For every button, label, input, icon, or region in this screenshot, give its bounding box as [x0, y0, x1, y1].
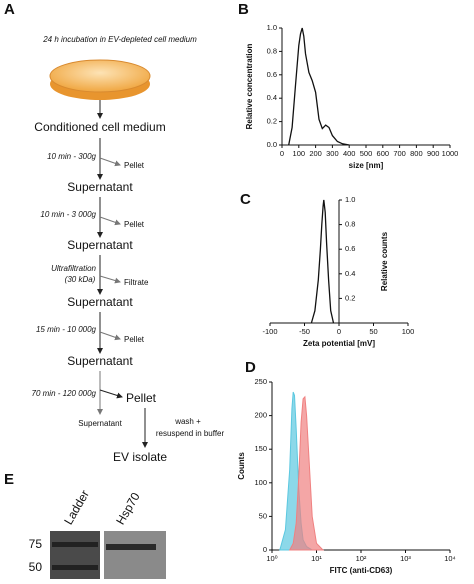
panel-label: E: [4, 471, 14, 488]
y-tick-label: 0.6: [267, 70, 277, 79]
stage: Pellet: [126, 391, 157, 405]
y-tick-label: 0.4: [267, 93, 277, 102]
y-tick-label: 1.0: [267, 23, 277, 32]
panel-label: C: [240, 191, 251, 208]
branch: [99, 216, 121, 226]
arrow: [99, 389, 123, 399]
x-tick-label: 10⁰: [266, 554, 277, 563]
condition: 15 min - 10 000g: [36, 325, 97, 334]
y-tick-label: 200: [254, 411, 267, 420]
x-tick-label: -50: [299, 327, 310, 336]
x-tick-label: 800: [410, 149, 423, 158]
protocol: A 24 h incubation in EV-depleted cell me…: [4, 1, 225, 464]
band: [52, 565, 98, 570]
y-axis-label: Relative counts: [380, 231, 389, 291]
y-tick-label: 0.6: [345, 244, 355, 253]
sample-lane: [104, 531, 166, 579]
y-tick-label: 250: [254, 377, 267, 386]
line: [288, 27, 350, 146]
byproduct: Supernatant: [78, 419, 122, 428]
x-tick-label: 10⁴: [444, 554, 456, 563]
x-axis-label: Zeta potential [mV]: [303, 339, 375, 348]
y-axis-label: Relative concentration: [245, 43, 254, 129]
lane-label: Hsp70: [113, 490, 143, 527]
panel-label: A: [4, 1, 15, 18]
y-tick-label: 50: [259, 511, 267, 520]
lane-label: Ladder: [61, 488, 92, 527]
x-tick-label: 10¹: [311, 554, 322, 563]
area: [288, 395, 325, 551]
stage: EV isolate: [113, 450, 167, 464]
stage: Supernatant: [67, 180, 133, 194]
y-tick-label: 100: [254, 478, 267, 487]
panel-label: D: [245, 359, 256, 376]
branch: [99, 331, 121, 341]
marker-label: 75: [29, 537, 43, 551]
condition: Ultrafiltration: [51, 264, 96, 273]
x-tick-label: 900: [427, 149, 440, 158]
stage: Supernatant: [67, 295, 133, 309]
x-tick-label: 700: [393, 149, 406, 158]
x-tick-label: 10²: [356, 554, 367, 563]
x-tick-label: 400: [343, 149, 356, 158]
incubation: 24 h incubation in EV-depleted cell medi…: [42, 35, 197, 44]
byproduct: Filtrate: [124, 278, 149, 287]
byproduct: Pellet: [124, 161, 145, 170]
x-tick-label: 100: [402, 327, 415, 336]
x-tick-label: 100: [293, 149, 306, 158]
y-tick-label: 0: [263, 545, 267, 554]
wash: resuspend in buffer: [156, 429, 225, 438]
x-tick-label: 200: [309, 149, 322, 158]
x-axis-label: size [nm]: [349, 161, 384, 170]
x-tick-label: 10³: [400, 554, 411, 563]
y-tick-label: 1.0: [345, 195, 355, 204]
condition: 10 min - 3 000g: [40, 210, 96, 219]
x-tick-label: 0: [280, 149, 284, 158]
y-tick-label: 0.8: [345, 220, 355, 229]
y-tick-label: 0.2: [267, 117, 277, 126]
stage: Supernatant: [67, 238, 133, 252]
y-tick-label: 150: [254, 444, 267, 453]
branch: [99, 157, 121, 167]
x-tick-label: 50: [369, 327, 377, 336]
x-tick-label: 0: [337, 327, 341, 336]
y-tick-label: 0.0: [267, 140, 277, 149]
ladder-lane: [50, 531, 100, 579]
y-tick-label: 0.8: [267, 46, 277, 55]
x-axis-label: FITC (anti-CD63): [330, 566, 393, 575]
x-tick-label: 600: [377, 149, 390, 158]
band: [106, 544, 156, 550]
branch: [99, 275, 121, 284]
blot: E Ladder Hsp70 75 50: [4, 471, 166, 579]
y-axis-label: Counts: [237, 452, 246, 480]
x-tick-label: 300: [326, 149, 339, 158]
panel-label: B: [238, 1, 249, 18]
marker-label: 50: [29, 560, 43, 574]
x-tick-label: 1000: [442, 149, 459, 158]
condition: 70 min - 120 000g: [32, 389, 97, 398]
band: [52, 542, 98, 547]
stage: Conditioned cell medium: [34, 120, 165, 134]
condition: (30 kDa): [65, 275, 96, 284]
y-tick-label: 0.2: [345, 293, 355, 302]
condition: 10 min - 300g: [47, 152, 96, 161]
wash: wash +: [174, 417, 201, 426]
x-tick-label: 500: [360, 149, 373, 158]
byproduct: Pellet: [124, 220, 145, 229]
y-tick-label: 0.4: [345, 269, 355, 278]
x-tick-label: -100: [262, 327, 277, 336]
dish: [49, 59, 151, 93]
stage: Supernatant: [67, 354, 133, 368]
line: [310, 199, 335, 324]
byproduct: Pellet: [124, 335, 145, 344]
